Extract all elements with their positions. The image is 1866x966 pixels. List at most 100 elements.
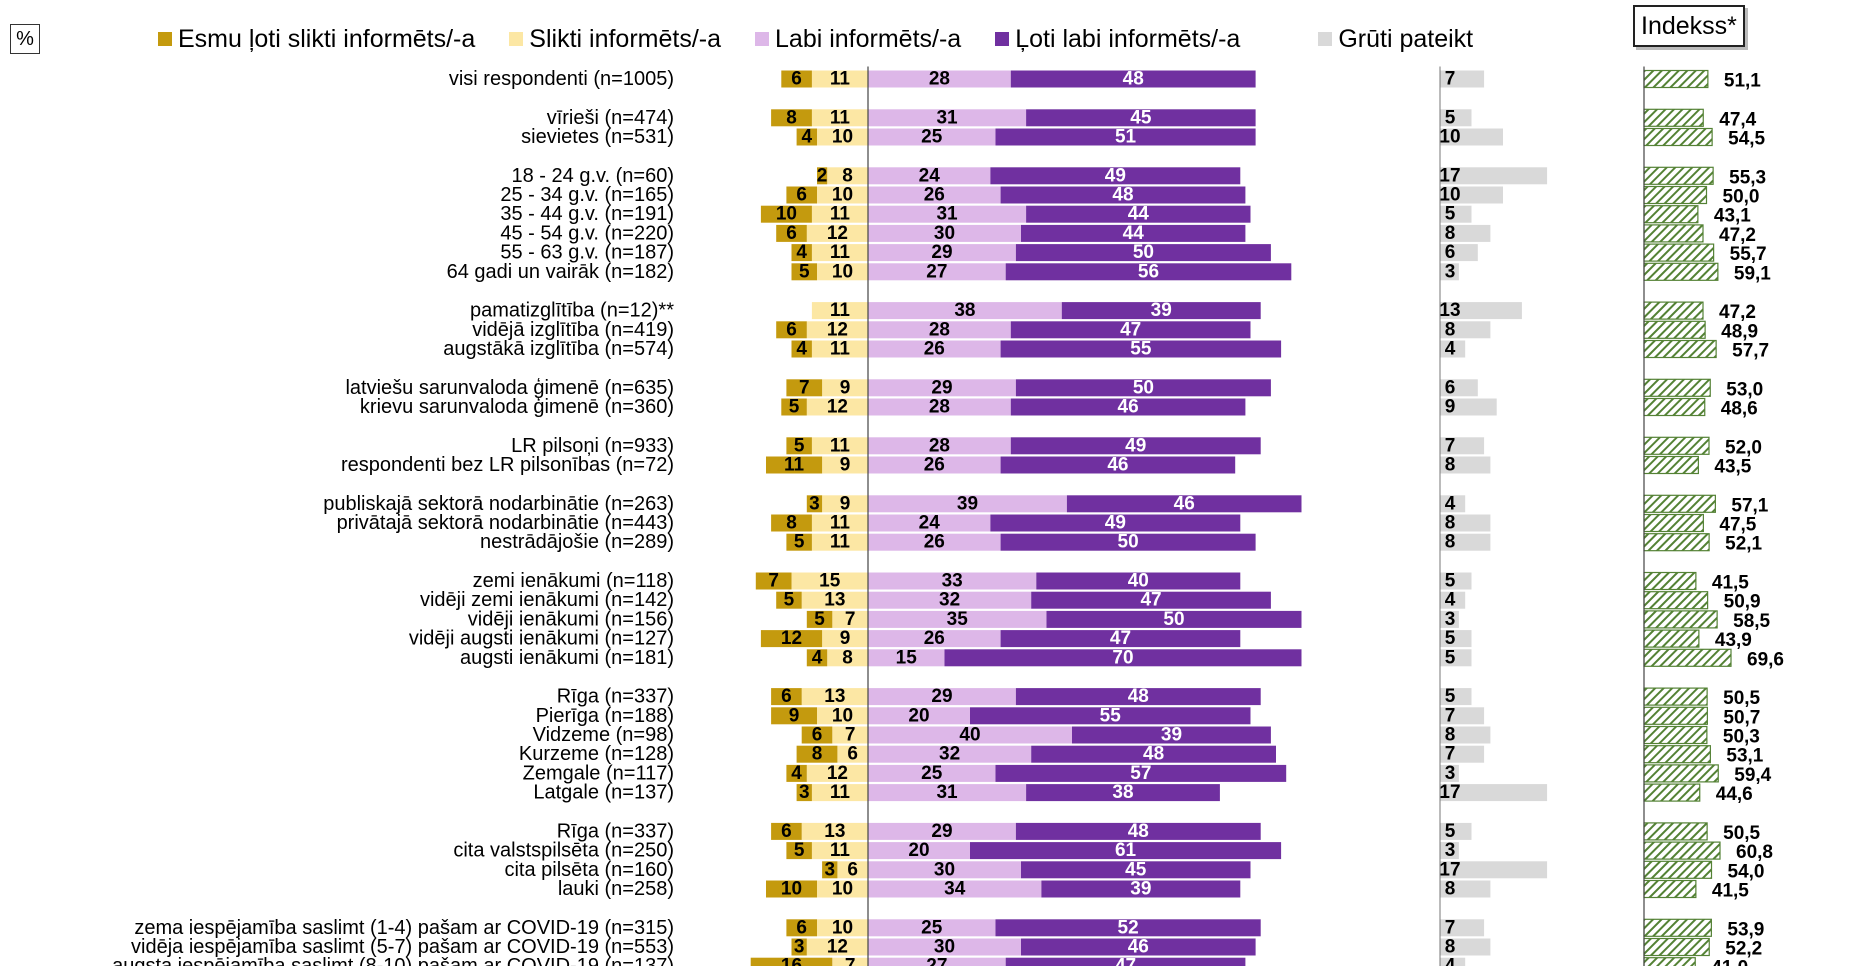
data-label-poor: 13	[824, 686, 845, 707]
data-label-good: 30	[934, 223, 955, 244]
data-label-good: 28	[929, 397, 950, 418]
bar-very-good	[1021, 224, 1246, 242]
bar-very-good	[1026, 205, 1251, 223]
data-label-index: 53,0	[1726, 379, 1763, 400]
bar-hard	[1440, 861, 1548, 879]
data-label-very-good: 49	[1125, 435, 1146, 456]
bar-hard	[1440, 745, 1485, 763]
data-label-good: 26	[924, 628, 945, 649]
bar-hard	[1440, 244, 1478, 262]
bar-very-poor	[766, 880, 817, 898]
data-label-good: 30	[934, 859, 955, 880]
row-label: zema iespējamība saslimt (1-4) pašam ar …	[134, 917, 674, 939]
data-label-very-poor: 16	[781, 956, 802, 966]
bar-good	[868, 302, 1062, 320]
bar-index	[1643, 436, 1710, 455]
data-label-good: 26	[924, 532, 945, 553]
bar-good	[868, 456, 1001, 474]
bar-poor	[827, 649, 868, 667]
bar-very-good	[1061, 302, 1261, 320]
row-label: augstākā izglītība (n=574)	[443, 338, 674, 360]
data-label-hard: 8	[1445, 319, 1456, 340]
data-label-very-good: 38	[1112, 782, 1133, 803]
data-label-very-good: 46	[1128, 937, 1149, 958]
bar-good	[868, 707, 970, 725]
bar-poor	[817, 707, 868, 725]
bar-good	[868, 822, 1016, 840]
bar-very-poor	[771, 688, 802, 706]
data-label-good: 31	[936, 204, 958, 225]
data-label-good: 26	[924, 455, 945, 476]
data-label-poor: 9	[840, 377, 851, 398]
bar-poor	[811, 244, 868, 262]
bar-good	[868, 514, 991, 532]
data-label-poor: 8	[842, 647, 853, 668]
data-label-very-good: 45	[1125, 859, 1147, 880]
row-label: augsta iespējamība saslimt (8-10) pašam …	[112, 955, 674, 966]
data-label-very-poor: 6	[796, 917, 807, 938]
bar-very-poor	[791, 263, 817, 281]
data-label-hard: 5	[1445, 571, 1456, 592]
bar-very-good	[1031, 591, 1271, 609]
bar-good	[868, 379, 1016, 397]
data-label-index: 51,1	[1724, 71, 1761, 92]
bar-very-good	[1031, 745, 1276, 763]
bar-good	[868, 745, 1032, 763]
row-label: vidēji augsti ienākumi (n=127)	[409, 628, 674, 650]
bar-index	[1643, 397, 1706, 417]
bar-good	[868, 109, 1027, 127]
data-label-very-good: 49	[1105, 513, 1126, 534]
row-label: vīrieši (n=474)	[547, 107, 674, 129]
bar-poor	[806, 321, 868, 339]
bar-index	[1643, 185, 1708, 205]
bar-poor	[817, 880, 868, 898]
data-label-very-good: 48	[1112, 185, 1133, 206]
bar-poor	[806, 938, 868, 956]
bar-hard	[1440, 591, 1466, 609]
data-label-good: 26	[924, 339, 945, 360]
data-label-hard: 5	[1445, 647, 1456, 668]
data-label-index: 47,4	[1719, 109, 1756, 130]
bar-very-good	[970, 842, 1282, 860]
data-label-hard: 17	[1439, 782, 1460, 803]
data-label-very-good: 51	[1115, 127, 1137, 148]
bar-hard	[1440, 70, 1485, 88]
data-label-hard: 8	[1445, 725, 1456, 746]
data-label-poor: 11	[830, 435, 851, 456]
bar-hard	[1440, 880, 1491, 898]
data-label-index: 69,6	[1747, 649, 1784, 670]
data-label-hard: 10	[1439, 127, 1460, 148]
data-label-hard: 4	[1445, 339, 1456, 360]
data-label-very-poor: 10	[781, 879, 802, 900]
bar-index	[1643, 243, 1715, 262]
bar-index	[1643, 494, 1716, 513]
bar-hard	[1440, 649, 1472, 667]
bar-good	[868, 224, 1021, 242]
bar-very-poor	[796, 128, 817, 146]
data-label-good: 32	[939, 590, 960, 611]
data-label-very-poor: 5	[799, 261, 810, 282]
data-label-poor: 11	[830, 242, 851, 263]
row-label: LR pilsoņi (n=933)	[511, 435, 674, 457]
legend-label-hard: Grūti pateikt	[1338, 24, 1474, 53]
data-label-good: 20	[908, 840, 929, 861]
data-label-index: 57,7	[1732, 341, 1769, 362]
bar-hard	[1440, 109, 1472, 127]
data-label-good: 38	[954, 300, 975, 321]
bar-very-poor	[786, 764, 807, 782]
row-label: 45 - 54 g.v. (n=220)	[500, 222, 674, 244]
bar-very-good	[1066, 495, 1302, 513]
data-label-very-poor: 3	[824, 859, 835, 880]
bar-poor	[822, 456, 868, 474]
data-label-very-good: 47	[1120, 319, 1141, 340]
bar-very-poor	[776, 224, 807, 242]
row-label: 55 - 63 g.v. (n=187)	[500, 242, 674, 264]
bar-hard	[1440, 726, 1491, 744]
data-label-very-good: 50	[1133, 242, 1154, 263]
data-label-index: 41,5	[1712, 573, 1749, 594]
data-label-very-good: 49	[1105, 165, 1126, 186]
bar-very-good	[995, 128, 1256, 146]
data-label-very-poor: 10	[776, 204, 797, 225]
bar-very-poor	[806, 649, 828, 667]
bar-very-poor	[771, 109, 812, 127]
